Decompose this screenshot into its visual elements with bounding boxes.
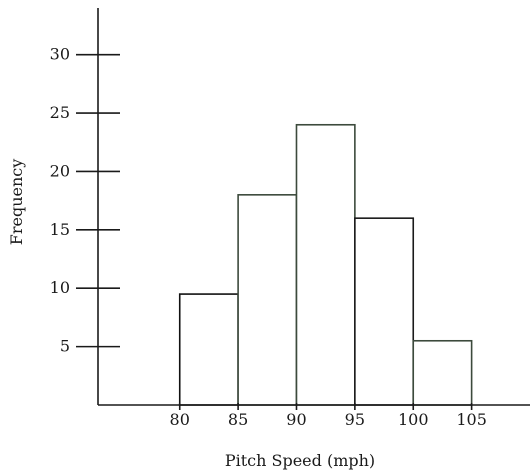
x-tick-label-80: 80 <box>170 410 190 429</box>
y-tick-label-15: 15 <box>50 220 70 239</box>
x-tick-label-85: 85 <box>228 410 248 429</box>
y-tick-label-5: 5 <box>60 337 70 356</box>
x-tick-label-90: 90 <box>286 410 306 429</box>
ticks-layer: 5 10 15 20 25 30 80 85 90 95 100 105 <box>50 45 487 429</box>
x-tick-label-100: 100 <box>398 410 429 429</box>
x-tick-label-95: 95 <box>345 410 365 429</box>
y-axis-title: Frequency <box>7 159 26 246</box>
histogram-bar-90-95 <box>295 123 356 406</box>
axes-layer <box>97 8 530 406</box>
x-axis-title: Pitch Speed (mph) <box>225 451 375 470</box>
x-tick-label-105: 105 <box>456 410 487 429</box>
histogram-bar-95-100 <box>354 217 415 406</box>
histogram-bar-80-85 <box>178 293 239 406</box>
y-tick-label-10: 10 <box>50 278 70 297</box>
histogram-bar-85-90 <box>237 194 298 406</box>
y-tick-label-25: 25 <box>50 103 70 122</box>
y-tick-label-30: 30 <box>50 45 70 64</box>
bars-layer <box>178 123 473 406</box>
histogram-bar-100-105 <box>412 339 473 406</box>
y-tick-label-20: 20 <box>50 161 70 180</box>
